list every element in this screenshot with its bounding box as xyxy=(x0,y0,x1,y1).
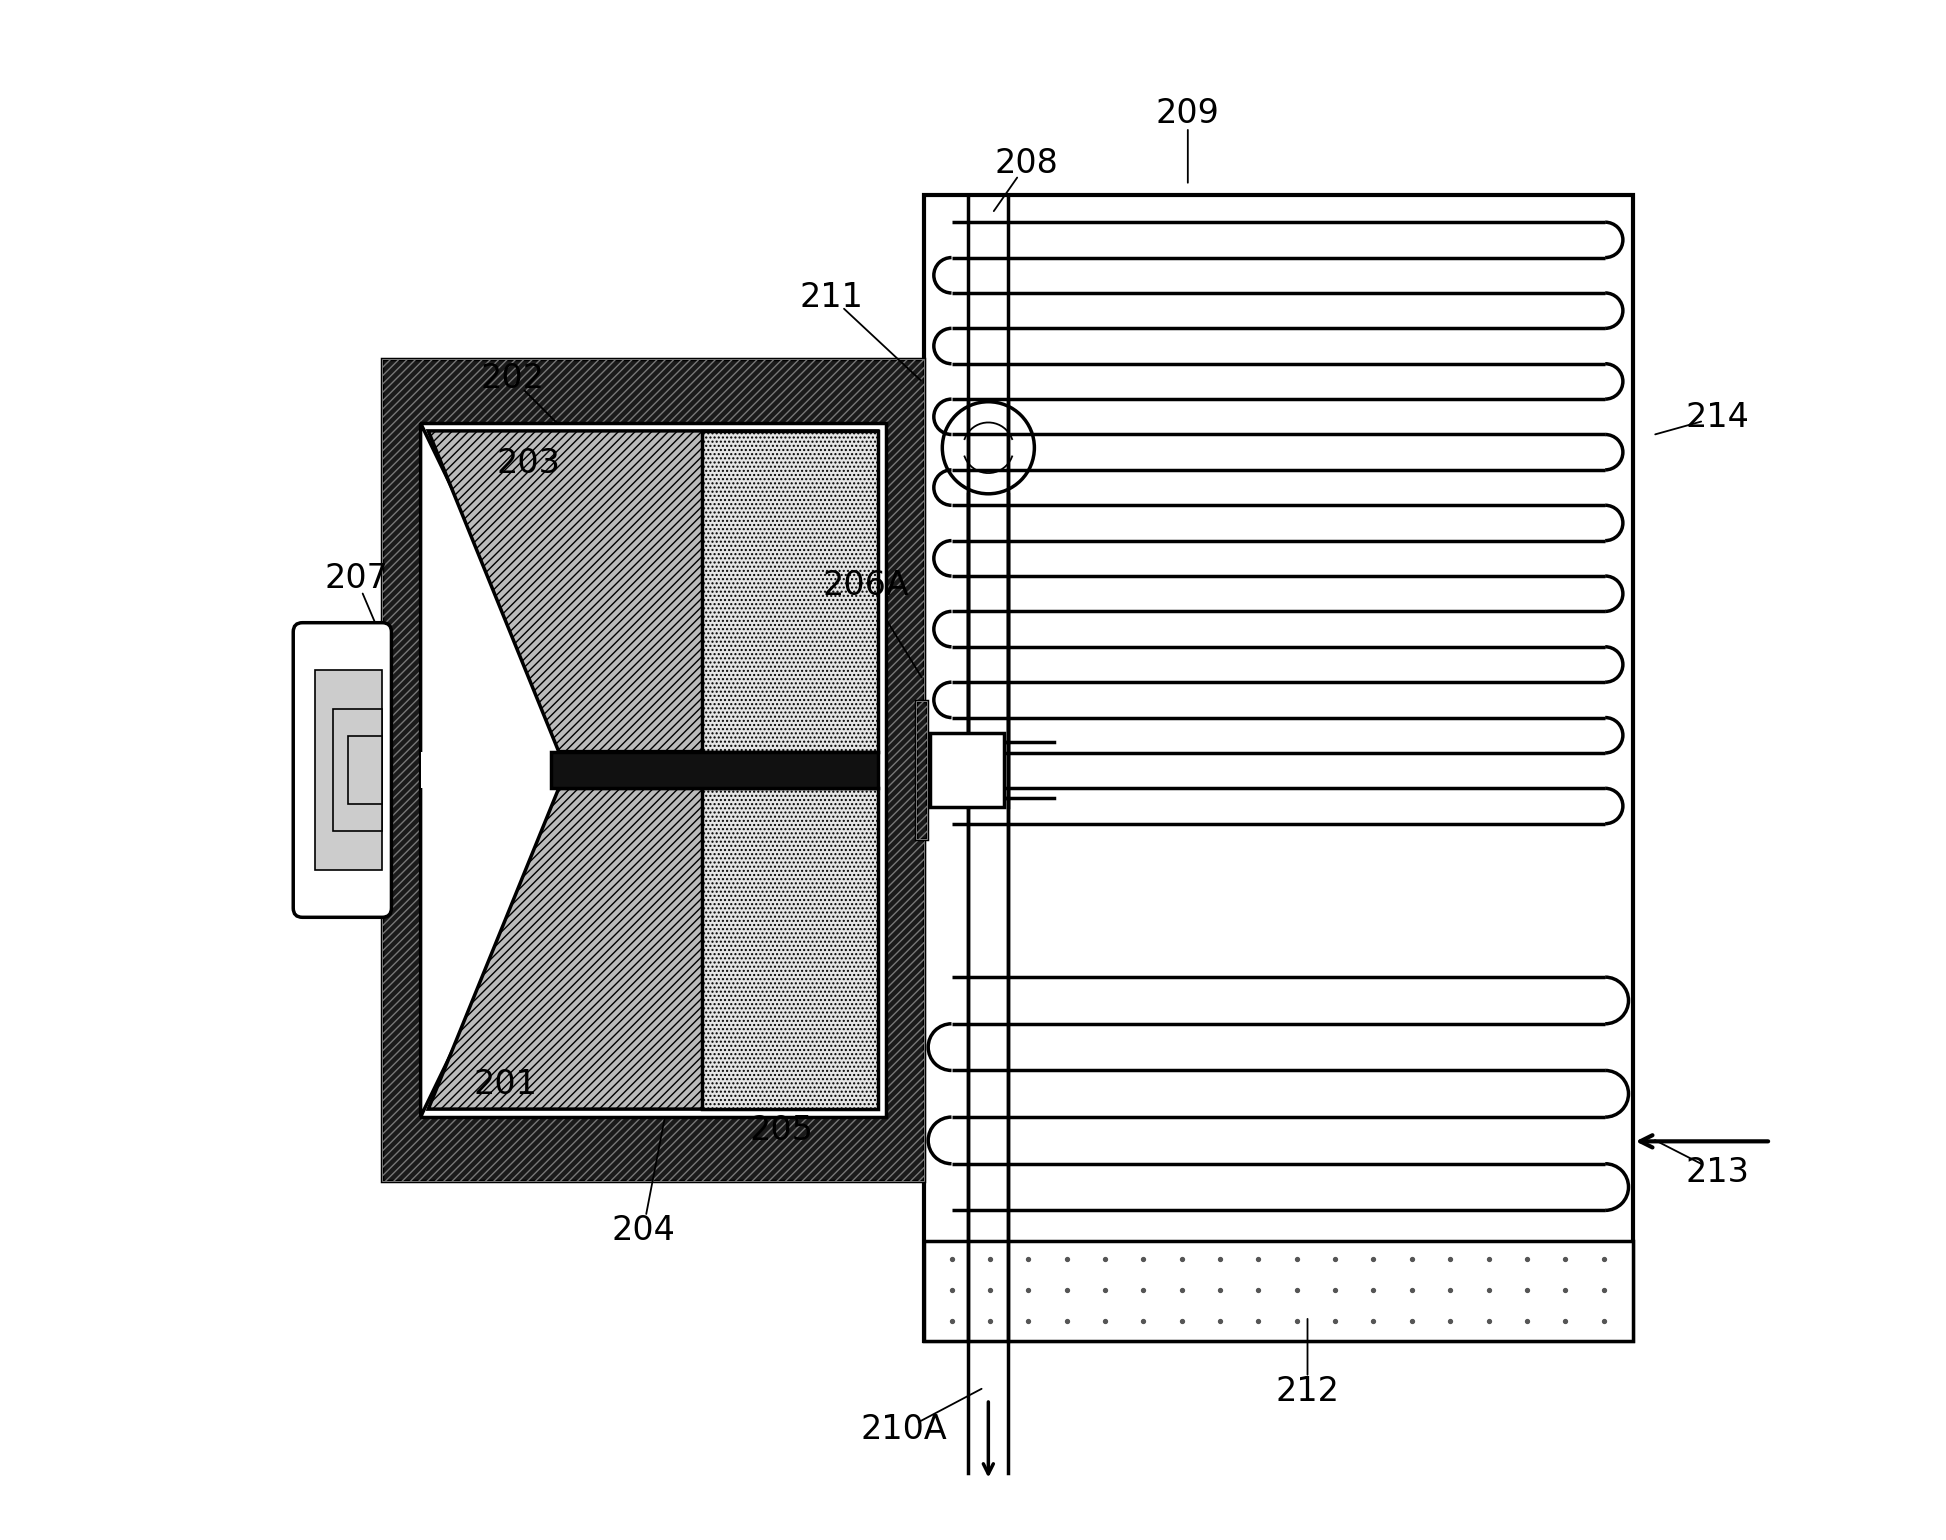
Text: 205: 205 xyxy=(749,1113,813,1147)
Text: 210A: 210A xyxy=(860,1414,948,1446)
Text: 209: 209 xyxy=(1156,97,1220,129)
FancyBboxPatch shape xyxy=(294,622,391,918)
Text: 208: 208 xyxy=(994,148,1059,180)
Bar xyxy=(917,701,926,839)
Text: 211: 211 xyxy=(800,280,864,314)
Bar xyxy=(420,424,885,1116)
Text: 213: 213 xyxy=(1685,1155,1749,1189)
Text: 201: 201 xyxy=(473,1069,537,1101)
Bar xyxy=(924,1241,1633,1341)
Text: 206A: 206A xyxy=(823,570,909,602)
Bar xyxy=(333,708,381,832)
Polygon shape xyxy=(420,424,559,1116)
Bar xyxy=(381,359,924,1181)
Bar xyxy=(348,736,381,804)
Text: 207: 207 xyxy=(325,562,387,594)
Text: 203: 203 xyxy=(496,447,560,479)
Polygon shape xyxy=(703,788,878,1109)
Bar xyxy=(930,733,1004,807)
Text: 202: 202 xyxy=(481,362,545,396)
Bar xyxy=(420,752,566,788)
Bar xyxy=(917,701,926,839)
Polygon shape xyxy=(428,431,878,752)
Text: 212: 212 xyxy=(1275,1375,1339,1408)
Polygon shape xyxy=(703,431,878,752)
Bar xyxy=(381,359,924,1181)
Text: 204: 204 xyxy=(611,1214,675,1247)
Bar xyxy=(924,194,1633,1341)
Bar xyxy=(551,752,878,788)
Bar xyxy=(315,670,381,870)
Polygon shape xyxy=(428,788,878,1109)
Text: 214: 214 xyxy=(1685,400,1749,434)
